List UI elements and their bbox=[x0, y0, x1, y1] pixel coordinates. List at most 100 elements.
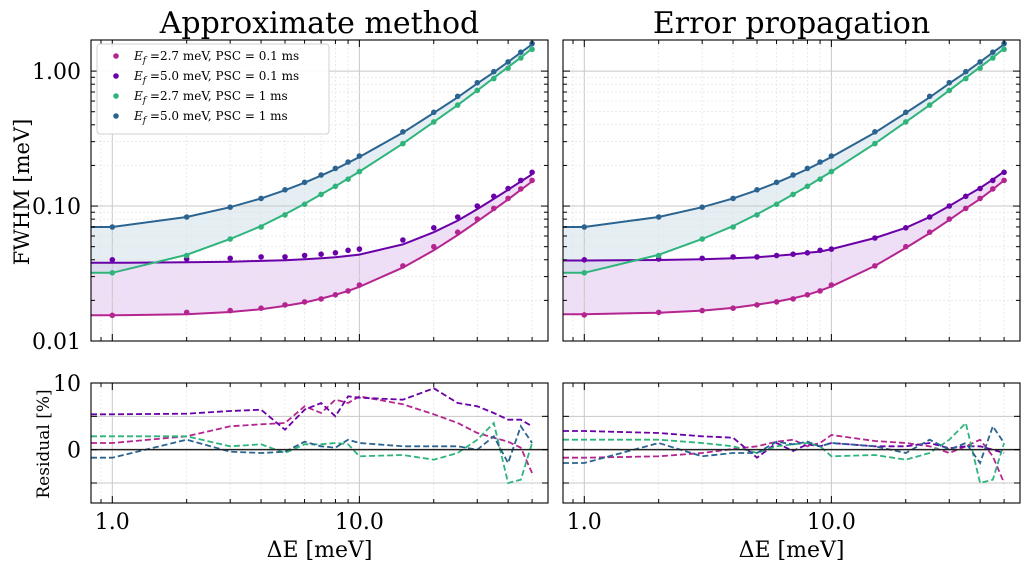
axes-frame bbox=[562, 39, 1021, 342]
data-point bbox=[454, 93, 461, 100]
data-point bbox=[332, 165, 339, 172]
residual-line bbox=[563, 434, 1005, 484]
data-point bbox=[828, 168, 835, 175]
data-point bbox=[804, 183, 811, 190]
y-axis-label-bottom: Residual [%] bbox=[34, 389, 54, 498]
data-point bbox=[1001, 46, 1007, 53]
data-point bbox=[828, 282, 835, 288]
legend-subscript: f bbox=[142, 56, 148, 66]
x-axis-label: ΔE [meV] bbox=[267, 538, 373, 563]
data-point bbox=[109, 257, 116, 263]
data-point bbox=[227, 236, 233, 242]
data-point bbox=[400, 129, 406, 135]
data-point bbox=[491, 205, 497, 212]
data-point bbox=[301, 252, 308, 259]
data-point bbox=[431, 119, 437, 125]
data-point bbox=[817, 176, 823, 182]
data-point bbox=[946, 79, 953, 86]
data-point bbox=[754, 302, 760, 308]
data-point bbox=[301, 201, 308, 208]
residual-line bbox=[91, 387, 533, 431]
data-point bbox=[356, 153, 363, 159]
data-point bbox=[903, 119, 909, 125]
data-point bbox=[431, 225, 437, 231]
data-point bbox=[963, 75, 969, 82]
data-point bbox=[754, 187, 760, 193]
data-point bbox=[332, 292, 339, 298]
fill-band bbox=[563, 171, 1005, 315]
data-point bbox=[518, 186, 524, 192]
data-point bbox=[282, 212, 288, 218]
data-point bbox=[227, 307, 233, 314]
data-point bbox=[872, 129, 878, 135]
axes-frame bbox=[562, 382, 1021, 504]
data-point bbox=[977, 195, 983, 202]
panel-title: Error propagation bbox=[653, 6, 930, 41]
data-point bbox=[356, 282, 363, 288]
data-point bbox=[454, 214, 461, 220]
legend-marker bbox=[113, 93, 119, 99]
x-axis-label: ΔE [meV] bbox=[739, 538, 845, 563]
residual-line bbox=[91, 424, 533, 466]
data-point bbox=[730, 254, 736, 260]
data-point bbox=[828, 153, 835, 159]
data-point bbox=[529, 46, 535, 53]
x-tick-label: 1.0 bbox=[95, 510, 130, 535]
data-point bbox=[773, 299, 780, 305]
data-point bbox=[990, 186, 996, 192]
legend-entry: Ef =2.7 meV, PSC = 0.1 ms bbox=[133, 49, 299, 66]
data-point bbox=[790, 251, 796, 257]
data-point bbox=[518, 49, 524, 55]
legend-symbol: E bbox=[133, 89, 143, 103]
data-point bbox=[977, 65, 983, 71]
data-point bbox=[345, 288, 351, 294]
data-point bbox=[699, 255, 705, 262]
data-point bbox=[817, 288, 823, 294]
data-point bbox=[817, 159, 823, 165]
data-point bbox=[505, 185, 511, 192]
legend-text: =2.7 meV, PSC = 0.1 ms bbox=[146, 49, 299, 63]
data-point bbox=[963, 205, 969, 212]
data-point bbox=[345, 247, 351, 254]
data-point bbox=[400, 237, 406, 243]
data-point bbox=[318, 251, 324, 257]
data-point bbox=[730, 195, 736, 202]
data-point bbox=[282, 302, 288, 308]
data-point bbox=[699, 307, 705, 314]
legend-text: =2.7 meV, PSC = 1 ms bbox=[146, 89, 288, 103]
data-point bbox=[804, 165, 811, 172]
data-point bbox=[790, 191, 796, 198]
data-point bbox=[518, 55, 524, 61]
residual-line bbox=[563, 421, 1005, 485]
data-point bbox=[109, 270, 116, 276]
data-point bbox=[518, 177, 524, 184]
data-point bbox=[655, 309, 662, 316]
x-tick-label: 10.0 bbox=[807, 510, 856, 535]
data-point bbox=[183, 309, 190, 316]
data-point bbox=[356, 246, 363, 252]
fill-band bbox=[563, 44, 1005, 273]
data-point bbox=[529, 177, 535, 184]
data-point bbox=[730, 305, 736, 312]
data-point bbox=[963, 193, 969, 200]
y-tick-label: 0.10 bbox=[32, 195, 81, 220]
x-tick-label: 1.0 bbox=[567, 510, 602, 535]
y-tick-label: 10 bbox=[53, 372, 81, 397]
text-layer: Approximate method 1.0 10.0 ΔE [meV] 0.01 0.1… bbox=[10, 6, 930, 563]
data-point bbox=[318, 296, 324, 302]
data-point bbox=[946, 203, 953, 209]
data-point bbox=[730, 224, 736, 230]
data-point bbox=[282, 254, 288, 260]
legend-marker bbox=[113, 53, 119, 59]
data-point bbox=[491, 193, 497, 200]
data-point bbox=[345, 159, 351, 165]
data-point bbox=[258, 254, 264, 260]
data-point bbox=[977, 59, 983, 65]
data-point bbox=[454, 102, 461, 108]
data-point bbox=[109, 224, 116, 230]
data-point bbox=[581, 224, 588, 230]
data-point bbox=[903, 243, 909, 250]
data-point bbox=[332, 183, 339, 190]
y-tick-label: 0.01 bbox=[32, 330, 81, 355]
